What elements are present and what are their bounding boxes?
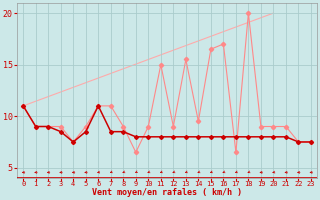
X-axis label: Vent moyen/en rafales ( km/h ): Vent moyen/en rafales ( km/h ): [92, 188, 242, 197]
